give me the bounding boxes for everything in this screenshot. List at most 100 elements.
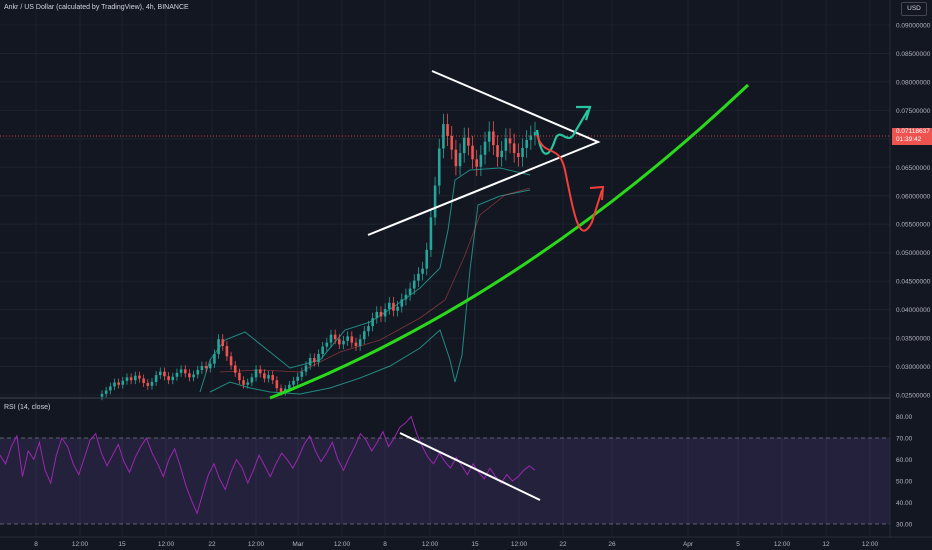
candle-body [454,149,458,167]
time-tick-label: 5 [736,541,740,548]
candle-body [179,369,183,373]
candle-body [492,131,495,146]
bollinger-upper [199,167,531,393]
parabolic-trend-curve[interactable] [269,83,750,400]
rsi-tick-label: 40.00 [896,500,913,507]
candle-body [263,373,266,379]
rsi-divergence-line[interactable] [399,432,541,501]
symbol-header[interactable]: Ankr / US Dollar (calculated by TradingV… [4,4,189,11]
rsi-tick-label: 60.00 [896,457,913,464]
candle-body [512,143,516,154]
candle-body [483,141,487,155]
candlestick-series [100,113,537,401]
candle-body [533,132,537,136]
candle-body [225,346,229,357]
price-tick-label: 0.08500000 [896,51,931,58]
time-tick-label: 12:00 [862,541,879,548]
time-tick-label: 22 [559,541,567,548]
price-tick-label: 0.02500000 [896,393,931,400]
time-tick-label: 15 [471,541,479,548]
time-tick-label: Mar [292,541,304,548]
price-tick-label: 0.08000000 [896,79,931,86]
candle-body [408,288,412,295]
candle-body [362,331,366,340]
candle-body [479,154,483,167]
time-tick-label: 12:00 [422,541,439,548]
candle-body [350,336,354,343]
candle-body [346,336,349,341]
candle-body [300,371,304,377]
candle-body [154,375,158,382]
bollinger-basis [219,187,531,373]
bullish-projection-path[interactable] [535,109,589,155]
candle-body [358,339,362,347]
candle-body [367,326,370,332]
candle-body [288,384,291,389]
price-countdown: 01:39:42 [896,136,922,143]
candle-body [163,371,166,377]
currency-label[interactable]: USD [901,2,927,16]
candle-body [125,377,129,381]
price-tick-label: 0.06500000 [896,165,931,172]
bollinger-lower [209,189,531,395]
candle-body [496,145,499,158]
rsi-header[interactable]: RSI (14, close) [4,404,51,411]
price-tick-label: 0.07500000 [896,108,931,115]
candle-body [325,342,329,347]
candle-body [437,148,441,186]
candle-body [504,138,508,151]
time-axis-labels[interactable]: 8 12:00 15 12:00 22 12:00 Mar 12:00 8 12:00 15 12:0… [34,541,878,548]
candle-body [508,138,512,144]
time-tick-label: 12:00 [248,541,265,548]
bearish-projection-path[interactable] [536,134,603,232]
candle-body [158,371,162,376]
candle-body [250,377,254,383]
time-tick-label: 12:00 [511,541,528,548]
rsi-tick-label: 30.00 [896,522,913,529]
candle-body [129,377,133,381]
candle-body [238,372,241,381]
candle-body [462,137,466,154]
candle-body [446,124,449,136]
candle-body [379,311,383,317]
rsi-axis-labels: 80.00 70.00 60.00 50.00 40.00 30.00 [896,414,913,529]
candle-body [475,159,479,167]
rsi-line [0,415,536,515]
grid-lines [0,0,890,536]
candle-body [371,318,374,327]
candle-body [400,299,404,307]
candle-body [113,382,116,387]
candle-body [375,311,379,319]
bullish-projection-arrowhead [576,105,592,121]
candle-body [425,249,429,269]
time-tick-label: 12:00 [334,541,351,548]
price-tick-label: 0.04500000 [896,279,931,286]
candle-body [221,339,225,347]
candle-body [333,334,337,340]
candle-body [429,217,433,250]
symmetrical-triangle[interactable] [367,70,601,236]
time-tick-label: Apr [683,541,694,548]
candle-body [171,376,175,381]
candle-body [396,306,399,311]
candle-body [117,382,120,385]
candle-body [142,378,145,384]
candle-body [175,372,179,377]
candle-body [196,369,200,375]
candle-body [188,373,191,378]
candle-body [204,365,208,369]
candle-body [442,124,445,149]
time-tick-label: 8 [383,541,387,548]
rsi-tick-label: 70.00 [896,436,913,443]
candle-body [267,375,270,379]
candle-body [271,375,275,381]
candle-body [254,369,258,378]
price-tick-label: 0.03000000 [896,364,931,371]
candle-body [529,135,533,140]
candle-body [417,273,420,281]
price-tick-label: 0.06000000 [896,193,931,200]
candle-body [392,302,395,311]
candle-body [134,375,137,381]
price-axis[interactable] [890,0,932,538]
